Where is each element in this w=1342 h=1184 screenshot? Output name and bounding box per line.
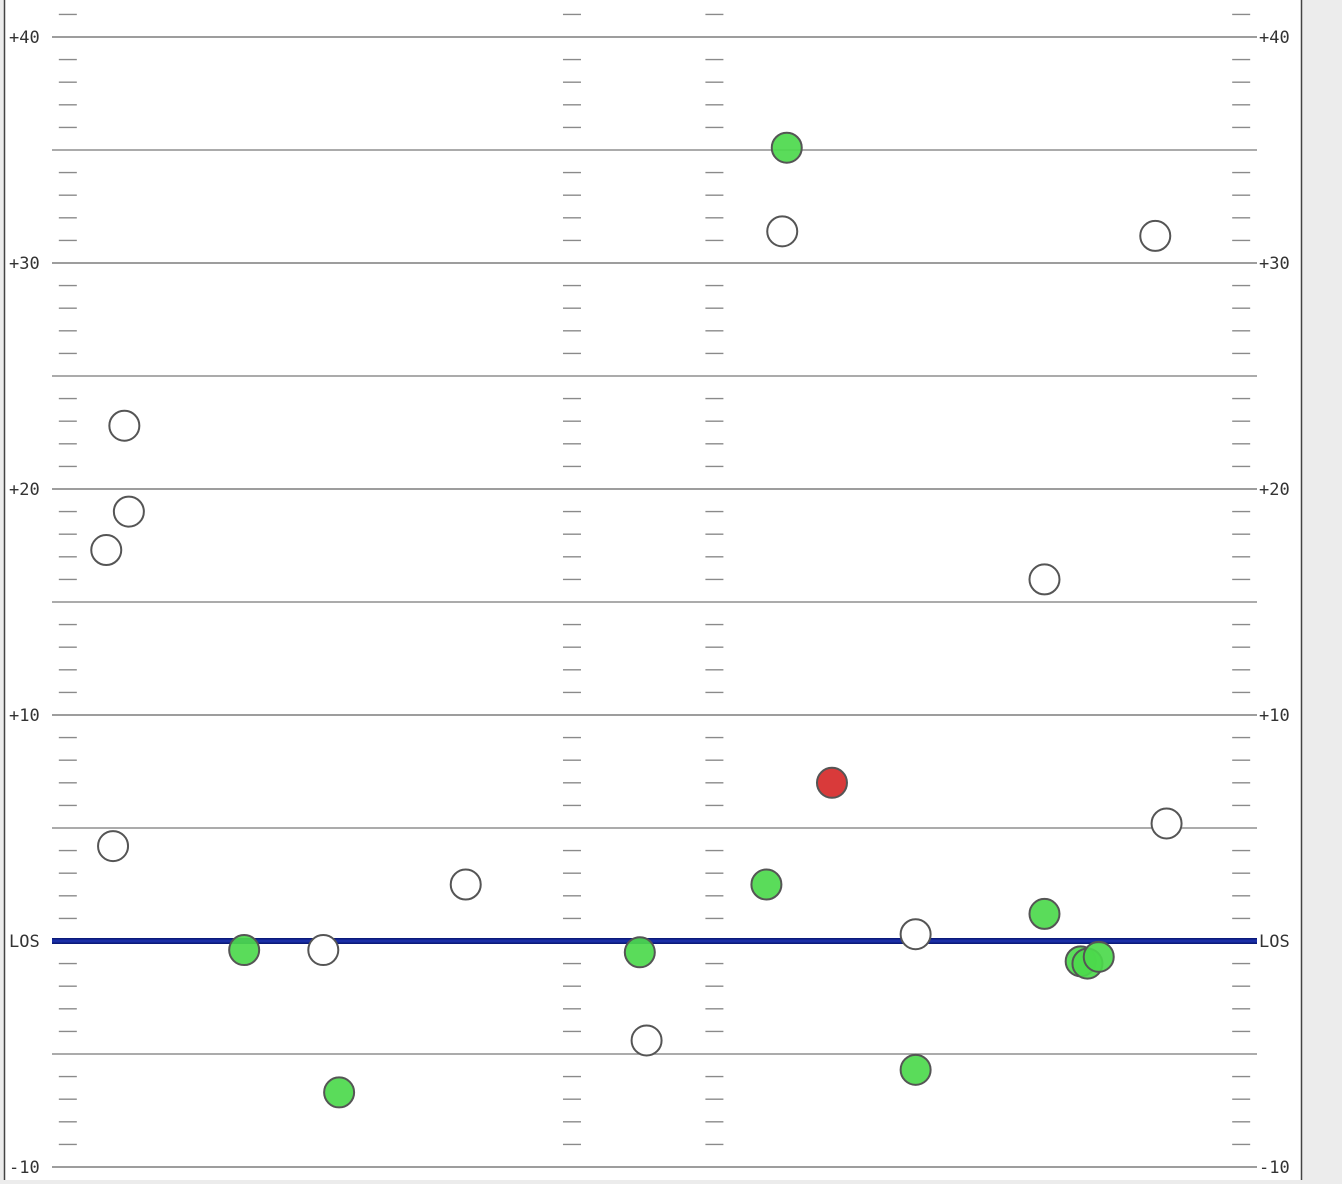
incomplete-point (97, 830, 130, 863)
complete-point (323, 1076, 356, 1109)
complete-point (750, 868, 783, 901)
yard-label-left: LOS (9, 932, 40, 952)
complete-point (623, 936, 656, 969)
incomplete-point (307, 934, 340, 967)
yard-label-right: +20 (1259, 480, 1290, 500)
yard-label-left: +40 (9, 28, 40, 48)
complete-point (899, 1053, 932, 1086)
hash-marks (58, 13, 1251, 1146)
yard-label-right: +40 (1259, 28, 1290, 48)
field-area (4, 0, 1302, 1180)
complete-point (228, 934, 261, 967)
incomplete-point (108, 409, 141, 442)
incomplete-point (1139, 219, 1172, 252)
yard-label-left: +10 (9, 706, 40, 726)
interception-point (815, 766, 848, 799)
yard-label-right: -10 (1259, 1158, 1290, 1178)
complete-point (1082, 940, 1115, 973)
incomplete-point (1028, 563, 1061, 596)
incomplete-point (112, 495, 145, 528)
pass-points (90, 131, 1183, 1109)
yard-label-right: +30 (1259, 254, 1290, 274)
yard-label-right: LOS (1259, 932, 1290, 952)
yard-label-left: +30 (9, 254, 40, 274)
incomplete-point (449, 868, 482, 901)
yard-label-right: +10 (1259, 706, 1290, 726)
complete-point (1028, 897, 1061, 930)
incomplete-point (899, 918, 932, 951)
labeled-yard-lines: +40 +40 +30 +30 +20 +20 +10 +10 LOS LOS -10 -10 (9, 28, 1290, 1178)
yard-label-left: +20 (9, 480, 40, 500)
incomplete-point (766, 215, 799, 248)
complete-point (770, 131, 803, 164)
incomplete-point (90, 534, 123, 567)
yard-label-left: -10 (9, 1158, 40, 1178)
incomplete-point (630, 1024, 663, 1057)
incomplete-point (1150, 807, 1183, 840)
